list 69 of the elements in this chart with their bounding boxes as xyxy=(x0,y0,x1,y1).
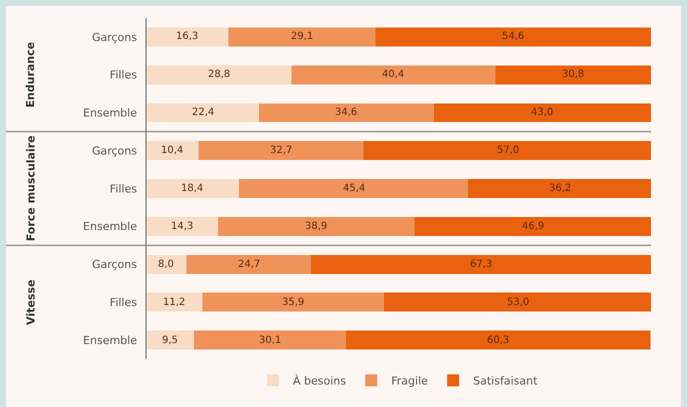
legend-label: Satisfaisant xyxy=(473,374,538,388)
data-label: 29,1 xyxy=(291,31,314,42)
data-label: 30,8 xyxy=(562,69,584,80)
bar xyxy=(238,179,468,198)
data-label: 43,0 xyxy=(531,107,554,118)
y-tick-label: Ensemble xyxy=(83,106,138,120)
data-label: 22,4 xyxy=(192,107,214,118)
bar xyxy=(146,179,239,198)
legend-label: À besoins xyxy=(293,374,346,388)
data-label: 46,9 xyxy=(522,221,544,232)
data-label: 8,0 xyxy=(158,259,174,270)
data-label: 18,4 xyxy=(181,183,204,194)
data-label: 30,1 xyxy=(259,335,282,346)
bar xyxy=(194,330,346,350)
data-label: 40,4 xyxy=(382,69,404,80)
data-label: 60,3 xyxy=(487,335,510,346)
data-label: 57,0 xyxy=(497,145,520,156)
bar xyxy=(146,292,203,312)
data-label: 16,3 xyxy=(176,31,198,42)
bar xyxy=(364,141,651,160)
bar xyxy=(414,216,651,236)
bar xyxy=(146,103,260,122)
y-tick-label: Ensemble xyxy=(83,334,138,347)
bar xyxy=(311,254,651,274)
data-label: 67,3 xyxy=(470,259,492,270)
data-label: 34,6 xyxy=(335,107,358,118)
data-label: 11,2 xyxy=(163,297,186,308)
bar xyxy=(202,292,384,312)
text: Endurance xyxy=(24,42,37,108)
bar xyxy=(384,292,651,312)
bar xyxy=(146,216,218,236)
data-label: 9,5 xyxy=(162,335,178,346)
y-tick-label: Garçons xyxy=(92,144,138,158)
bar xyxy=(146,65,292,84)
bar xyxy=(186,254,312,274)
bar xyxy=(259,103,434,122)
bar xyxy=(218,216,415,236)
legend-label: Fragile xyxy=(391,374,428,388)
data-label: 36,2 xyxy=(549,183,572,194)
y-tick-label: Filles xyxy=(110,182,138,196)
text: Vitesse xyxy=(24,280,38,325)
bar xyxy=(146,141,199,160)
y-tick-label: Garçons xyxy=(92,258,138,272)
bar xyxy=(468,179,651,198)
bar xyxy=(198,141,364,160)
data-label: 38,9 xyxy=(305,221,328,232)
bar xyxy=(434,103,651,122)
bar xyxy=(228,27,376,46)
bar xyxy=(146,254,186,274)
data-label: 53,0 xyxy=(507,297,530,308)
y-tick-label: Filles xyxy=(110,68,138,82)
data-label: 14,3 xyxy=(171,221,194,232)
data-label: 35,9 xyxy=(282,297,304,308)
y-tick-label: Garçons xyxy=(92,30,138,44)
data-label: 10,4 xyxy=(161,145,184,156)
bar xyxy=(146,330,194,350)
data-label: 45,4 xyxy=(343,183,366,194)
text: Force musculaire xyxy=(24,135,38,242)
bar xyxy=(146,27,228,46)
bar xyxy=(375,27,651,46)
y-tick-label: Ensemble xyxy=(83,220,138,234)
data-label: 32,7 xyxy=(270,145,292,156)
bar xyxy=(495,65,651,84)
data-label: 54,6 xyxy=(502,31,524,42)
data-label: 28,8 xyxy=(208,69,230,80)
bar xyxy=(346,330,650,350)
y-tick-label: Filles xyxy=(110,296,138,310)
data-label: 24,7 xyxy=(238,259,260,270)
bar xyxy=(291,65,496,84)
